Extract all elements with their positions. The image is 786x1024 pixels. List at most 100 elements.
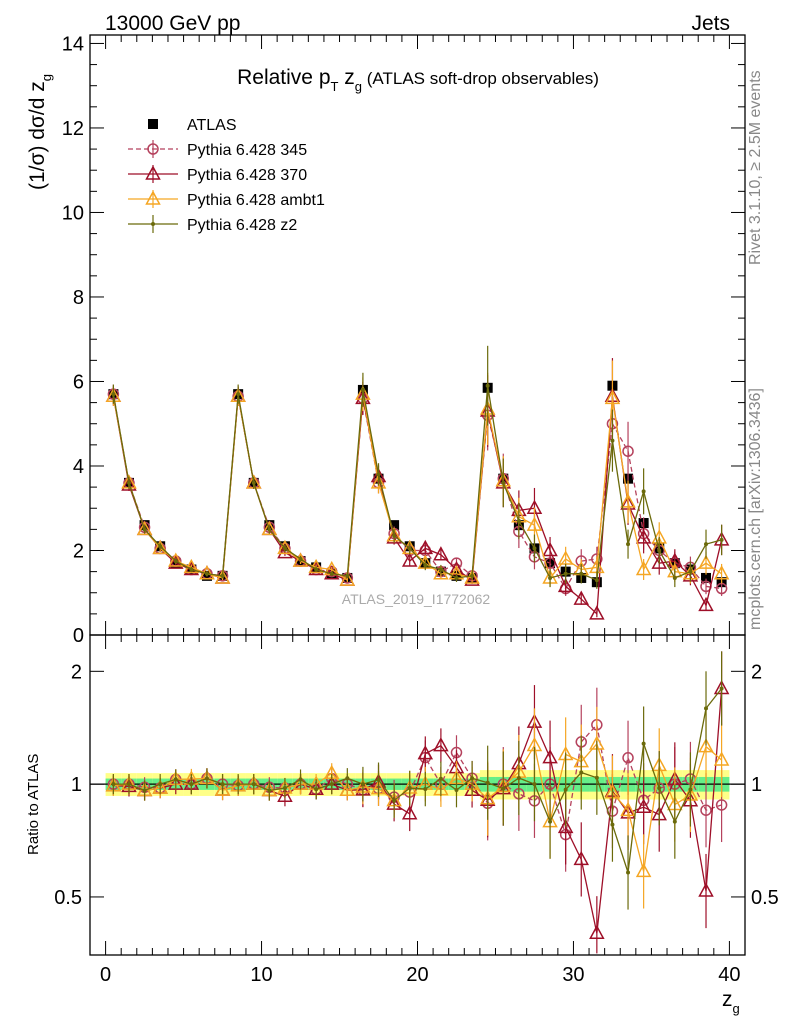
data-point-main (433, 546, 449, 561)
data-point-ratio (470, 776, 475, 781)
series-line-main-3 (112, 394, 722, 582)
x-axis-label: zg (722, 988, 740, 1016)
ratio-y-tick-label-right: 1 (751, 774, 762, 796)
data-point-main (579, 571, 584, 576)
data-point-main (136, 520, 153, 536)
ratio-y-tick-label: 1 (71, 774, 82, 796)
data-point-ratio (485, 780, 490, 785)
ratio-y-tick-label-right: 2 (751, 661, 762, 683)
data-point-main (417, 539, 434, 555)
series-line-ratio-4 (113, 688, 723, 873)
data-point-main (516, 518, 521, 523)
data-point-main (183, 558, 200, 574)
data-point-main (298, 556, 303, 561)
analysis-id-label: ATLAS_2019_I1772062 (342, 591, 491, 607)
data-point-main (204, 571, 209, 576)
data-point-ratio (594, 775, 599, 780)
data-point-ratio (407, 786, 412, 791)
data-point-main (314, 567, 319, 572)
data-point-ratio (189, 782, 194, 787)
data-point-main (121, 476, 137, 491)
data-point-main (407, 546, 412, 551)
data-point-ratio (548, 819, 553, 824)
data-point-ratio (251, 782, 256, 787)
data-point-ratio (360, 782, 365, 787)
data-point-ratio (236, 782, 241, 787)
data-point-main (267, 527, 272, 532)
data-point-ratio (454, 788, 459, 793)
data-point-ratio (622, 752, 634, 764)
data-point-ratio (423, 786, 428, 791)
main-y-axis-label: (1/σ) dσ/d zg (26, 74, 54, 190)
data-point-main (438, 567, 443, 572)
data-point-ratio (700, 804, 712, 816)
ratio-y-tick-label: 0.5 (54, 887, 82, 909)
data-point-main (111, 392, 116, 397)
data-point-main (173, 559, 178, 564)
data-point-ratio (282, 786, 287, 791)
data-point-main (698, 596, 714, 612)
data-point-main (329, 571, 334, 576)
data-point-ratio (376, 777, 381, 782)
data-point-main (370, 474, 387, 489)
legend-label: Pythia 6.428 370 (187, 167, 307, 184)
y-tick-label: 12 (62, 118, 84, 140)
data-point-ratio (173, 777, 178, 782)
y-tick-label: 4 (73, 456, 84, 478)
data-point-main (189, 567, 194, 572)
data-point-ratio (589, 924, 605, 940)
y-tick-label: 8 (73, 287, 84, 309)
data-point-main (464, 571, 480, 586)
data-point-ratio (516, 775, 521, 780)
data-point-main (277, 539, 293, 555)
data-point-ratio (713, 751, 730, 766)
data-point-main (704, 542, 709, 547)
data-point-ratio (573, 850, 590, 866)
data-point-ratio (329, 782, 334, 787)
y-tick-label: 2 (73, 540, 84, 562)
legend-label: Pythia 6.428 345 (187, 142, 307, 159)
legend-marker (151, 222, 155, 226)
data-point-ratio (204, 776, 209, 781)
data-point-ratio (635, 862, 652, 878)
data-point-ratio (532, 782, 537, 787)
data-point-ratio (501, 786, 506, 791)
data-point-ratio (267, 788, 272, 793)
data-point-ratio (298, 777, 303, 782)
data-point-main (470, 573, 475, 578)
data-point-main (542, 541, 558, 557)
data-point-main (168, 552, 184, 567)
data-point-ratio (542, 749, 558, 764)
data-point-ratio (214, 781, 231, 796)
chart-marks (90, 345, 745, 954)
data-point-main (719, 537, 724, 542)
data-point-main (339, 571, 356, 586)
data-point-main (651, 554, 667, 569)
x-tick-label: 0 (100, 964, 111, 986)
data-point-ratio (672, 819, 677, 824)
data-point-ratio (557, 818, 574, 834)
legend-marker (148, 119, 158, 129)
data-point-ratio (610, 822, 615, 827)
y-tick-label: 6 (73, 371, 84, 393)
series-line-main-4 (112, 385, 722, 581)
data-point-ratio (277, 787, 293, 802)
x-tick-label: 10 (250, 964, 272, 986)
data-point-ratio (641, 741, 646, 746)
data-point-main (532, 546, 537, 551)
data-point-ratio (158, 782, 163, 787)
data-point-ratio (417, 745, 434, 760)
data-point-ratio (339, 781, 356, 797)
y-tick-label: 0 (73, 625, 84, 647)
data-point-ratio (438, 776, 443, 781)
data-point-main (345, 573, 350, 578)
data-point-main (657, 548, 662, 553)
legend-marker (147, 143, 159, 155)
data-point-main (589, 605, 605, 620)
energy-label: 13000 GeV pp (105, 12, 240, 35)
data-point-main (386, 529, 402, 544)
data-point-ratio (688, 787, 693, 792)
data-point-main (251, 480, 256, 485)
